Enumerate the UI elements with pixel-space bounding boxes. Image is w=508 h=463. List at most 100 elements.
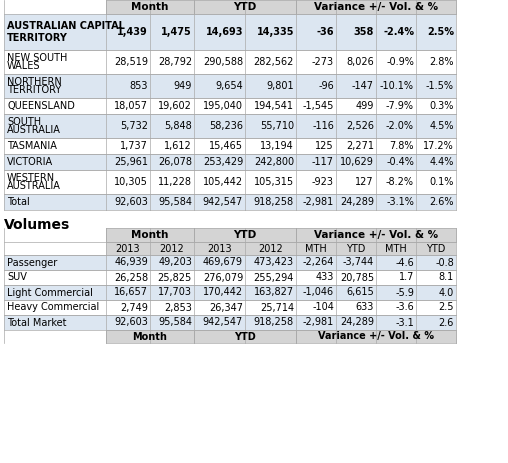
- Bar: [106, 114, 150, 138]
- Text: 49,203: 49,203: [158, 257, 192, 268]
- Bar: [150, 285, 194, 300]
- Bar: [150, 138, 194, 154]
- Bar: [245, 74, 296, 98]
- Text: TERRITORY: TERRITORY: [7, 85, 61, 95]
- Text: 1,612: 1,612: [164, 141, 192, 151]
- Text: 16,657: 16,657: [114, 288, 148, 298]
- Text: 0.3%: 0.3%: [430, 101, 454, 111]
- Bar: [336, 138, 376, 154]
- Bar: [4, 170, 106, 194]
- Bar: [194, 300, 245, 315]
- Text: MTH: MTH: [385, 244, 407, 254]
- Text: -2,981: -2,981: [303, 197, 334, 207]
- Bar: [376, 194, 416, 210]
- Text: AUSTRALIAN CAPITAL: AUSTRALIAN CAPITAL: [7, 20, 125, 31]
- Text: 92,603: 92,603: [114, 197, 148, 207]
- Text: 95,584: 95,584: [158, 318, 192, 327]
- Bar: [106, 285, 150, 300]
- Text: -36: -36: [316, 27, 334, 37]
- Bar: [296, 74, 336, 98]
- Text: 15,465: 15,465: [209, 141, 243, 151]
- Text: 918,258: 918,258: [254, 197, 294, 207]
- Text: -1.5%: -1.5%: [426, 81, 454, 91]
- Text: -147: -147: [352, 81, 374, 91]
- Bar: [106, 194, 150, 210]
- Text: SOUTH: SOUTH: [7, 117, 41, 127]
- Bar: [416, 270, 456, 285]
- Text: Passenger: Passenger: [7, 257, 57, 268]
- Bar: [336, 300, 376, 315]
- Bar: [245, 255, 296, 270]
- Bar: [106, 98, 150, 114]
- Bar: [150, 74, 194, 98]
- Bar: [194, 74, 245, 98]
- Text: 942,547: 942,547: [203, 197, 243, 207]
- Bar: [296, 255, 336, 270]
- Bar: [416, 300, 456, 315]
- Text: -117: -117: [312, 157, 334, 167]
- Bar: [416, 114, 456, 138]
- Text: 290,588: 290,588: [203, 57, 243, 67]
- Text: -0.8: -0.8: [435, 257, 454, 268]
- Bar: [194, 154, 245, 170]
- Text: 942,547: 942,547: [203, 318, 243, 327]
- Bar: [296, 194, 336, 210]
- Text: 2012: 2012: [160, 244, 184, 254]
- Text: 7.8%: 7.8%: [390, 141, 414, 151]
- Text: 473,423: 473,423: [254, 257, 294, 268]
- Bar: [245, 154, 296, 170]
- Bar: [194, 98, 245, 114]
- Text: -96: -96: [318, 81, 334, 91]
- Text: -923: -923: [312, 177, 334, 187]
- Bar: [194, 255, 245, 270]
- Bar: [376, 300, 416, 315]
- Bar: [4, 14, 106, 50]
- Bar: [4, 114, 106, 138]
- Text: 18,057: 18,057: [114, 101, 148, 111]
- Bar: [336, 270, 376, 285]
- Text: Variance +/- Vol. & %: Variance +/- Vol. & %: [318, 332, 434, 342]
- Bar: [150, 255, 194, 270]
- Bar: [150, 114, 194, 138]
- Bar: [296, 154, 336, 170]
- Text: -7.9%: -7.9%: [386, 101, 414, 111]
- Text: -2,981: -2,981: [303, 318, 334, 327]
- Text: 4.4%: 4.4%: [430, 157, 454, 167]
- Text: -5.9: -5.9: [395, 288, 414, 298]
- Bar: [106, 0, 194, 14]
- Bar: [296, 228, 456, 242]
- Bar: [106, 228, 194, 242]
- Bar: [150, 270, 194, 285]
- Bar: [245, 242, 296, 255]
- Bar: [194, 170, 245, 194]
- Bar: [4, 242, 106, 255]
- Text: 242,800: 242,800: [254, 157, 294, 167]
- Text: -273: -273: [312, 57, 334, 67]
- Text: 25,961: 25,961: [114, 157, 148, 167]
- Bar: [376, 154, 416, 170]
- Bar: [336, 74, 376, 98]
- Text: 24,289: 24,289: [340, 197, 374, 207]
- Bar: [336, 242, 376, 255]
- Bar: [336, 170, 376, 194]
- Text: 853: 853: [130, 81, 148, 91]
- Text: 26,078: 26,078: [158, 157, 192, 167]
- Text: 9,801: 9,801: [266, 81, 294, 91]
- Bar: [336, 154, 376, 170]
- Text: 2.5: 2.5: [438, 302, 454, 313]
- Text: MTH: MTH: [305, 244, 327, 254]
- Bar: [376, 255, 416, 270]
- Bar: [4, 0, 106, 14]
- Bar: [4, 330, 106, 343]
- Bar: [150, 98, 194, 114]
- Bar: [106, 138, 150, 154]
- Bar: [245, 98, 296, 114]
- Text: 17,703: 17,703: [158, 288, 192, 298]
- Text: 2.8%: 2.8%: [429, 57, 454, 67]
- Text: 125: 125: [315, 141, 334, 151]
- Text: 105,315: 105,315: [254, 177, 294, 187]
- Bar: [106, 14, 150, 50]
- Text: 1.7: 1.7: [399, 273, 414, 282]
- Text: 2,271: 2,271: [346, 141, 374, 151]
- Bar: [296, 330, 456, 343]
